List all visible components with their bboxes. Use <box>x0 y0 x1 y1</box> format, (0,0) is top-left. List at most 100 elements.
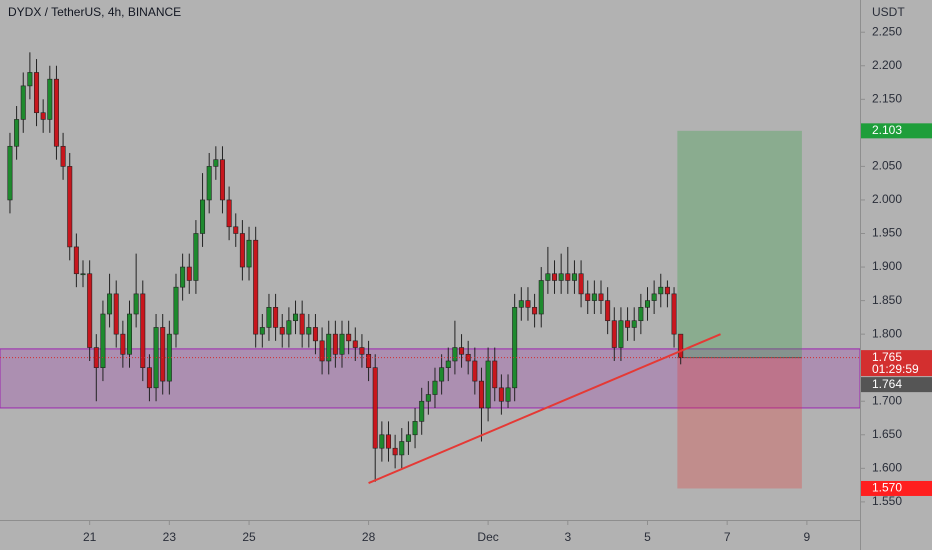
candle-body <box>206 166 212 201</box>
candle-body <box>126 313 132 355</box>
candle-body <box>246 239 252 268</box>
y-tick-label: 1.800 <box>872 326 902 340</box>
candle-body <box>525 300 531 308</box>
candle-body <box>186 266 192 281</box>
candle-body <box>532 307 538 315</box>
candle-body <box>120 333 126 355</box>
candle-body <box>498 387 504 402</box>
price-label-box <box>861 350 932 377</box>
x-tick-label: 5 <box>644 530 651 544</box>
y-tick-label: 1.850 <box>872 293 902 307</box>
candle-body <box>512 307 518 389</box>
candle-body <box>306 327 312 335</box>
candle-body <box>611 320 617 348</box>
candle-body <box>425 394 431 402</box>
candle-body <box>518 300 524 308</box>
x-tick-label: 23 <box>163 530 177 544</box>
price-label: 1.764 <box>872 377 902 391</box>
candle-body <box>558 273 564 281</box>
candle-body <box>213 159 219 167</box>
candle-body <box>538 280 544 315</box>
candle-body <box>631 320 637 328</box>
candle-body <box>113 293 119 335</box>
x-tick-label: 21 <box>83 530 97 544</box>
candle-body <box>273 307 279 328</box>
candle-body <box>67 166 73 248</box>
candle-body <box>392 447 398 456</box>
candle-body <box>552 273 558 281</box>
candle-body <box>439 367 445 382</box>
candle-body <box>27 72 33 87</box>
candle-body <box>492 360 498 389</box>
candle-body <box>405 434 411 442</box>
candle-body <box>233 226 239 234</box>
candle-body <box>598 293 604 301</box>
candle-body <box>160 327 166 382</box>
price-label: 1.570 <box>872 481 902 495</box>
candle-body <box>180 266 186 288</box>
y-tick-label: 1.650 <box>872 427 902 441</box>
candle-body <box>644 300 650 308</box>
candle-body <box>571 273 577 281</box>
candle-body <box>100 313 106 368</box>
candle-body <box>618 320 624 348</box>
x-tick-label: 28 <box>362 530 376 544</box>
candle-body <box>219 159 225 201</box>
candle-body <box>432 380 438 395</box>
axis-unit: USDT <box>872 5 905 19</box>
candle-body <box>193 233 199 281</box>
candle-body <box>332 333 338 355</box>
candle-body <box>146 367 152 389</box>
candle-body <box>279 327 285 335</box>
candle-body <box>200 199 206 234</box>
y-tick-label: 1.950 <box>872 226 902 240</box>
stop-box <box>677 357 802 489</box>
candle-body <box>80 273 86 276</box>
candle-body <box>671 293 677 335</box>
countdown: 01:29:59 <box>872 362 919 376</box>
candle-body <box>591 293 597 301</box>
candle-body <box>352 340 358 348</box>
candle-body <box>40 112 46 120</box>
candle-body <box>173 286 179 335</box>
candle-body <box>166 333 172 382</box>
candle-body <box>412 421 418 436</box>
x-tick-label: 3 <box>564 530 571 544</box>
chart-title: DYDX / TetherUS, 4h, BINANCE <box>8 5 181 19</box>
candle-body <box>578 273 584 295</box>
candle-body <box>359 347 365 355</box>
trendline <box>368 333 721 485</box>
candle-body <box>226 199 232 228</box>
candle-body <box>678 333 684 358</box>
candle-body <box>133 293 139 315</box>
candle-body <box>505 387 511 402</box>
candle-body <box>379 434 385 449</box>
x-tick-label: 7 <box>724 530 731 544</box>
candle-body <box>312 327 318 342</box>
x-tick-label: 25 <box>242 530 256 544</box>
candle-body <box>585 293 591 301</box>
x-tick-label: Dec <box>477 530 498 544</box>
candle-body <box>73 246 79 275</box>
candle-body <box>7 145 13 201</box>
candle-body <box>239 233 245 268</box>
candle-body <box>565 273 571 281</box>
candle-body <box>107 293 113 315</box>
candle-body <box>266 307 272 328</box>
candle-body <box>638 307 644 322</box>
y-tick-label: 1.900 <box>872 259 902 273</box>
candle-body <box>452 347 458 362</box>
y-tick-label: 2.250 <box>872 24 902 38</box>
candle-body <box>259 327 265 335</box>
candle-body <box>293 313 299 322</box>
candle-body <box>445 360 451 368</box>
candle-body <box>339 333 345 355</box>
y-tick-label: 2.200 <box>872 58 902 72</box>
candle-body <box>651 293 657 301</box>
candle-body <box>459 347 465 355</box>
x-tick-label: 9 <box>804 530 811 544</box>
candle-body <box>472 360 478 382</box>
candle-body <box>319 340 325 362</box>
